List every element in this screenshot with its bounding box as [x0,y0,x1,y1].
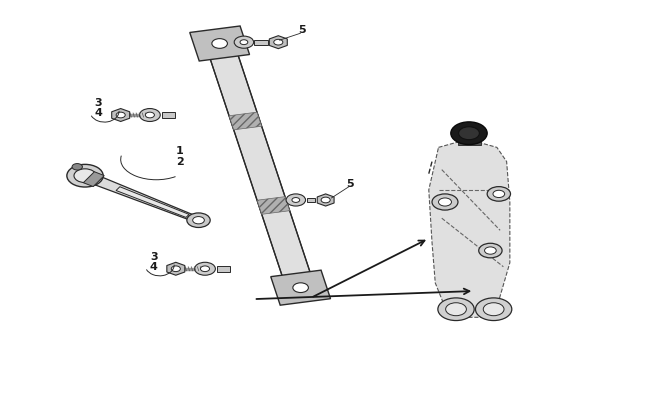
Circle shape [493,191,504,198]
Circle shape [116,113,125,119]
Text: 5: 5 [346,178,354,188]
Circle shape [292,198,300,203]
Polygon shape [429,140,510,318]
Circle shape [487,187,510,202]
Polygon shape [95,178,201,223]
Text: 3: 3 [95,98,102,108]
Polygon shape [271,271,330,305]
Polygon shape [112,109,129,122]
Polygon shape [207,47,313,285]
Polygon shape [257,197,290,215]
Text: 1: 1 [176,146,183,156]
Polygon shape [254,40,268,45]
Text: 4: 4 [150,261,158,271]
Circle shape [67,165,103,188]
Polygon shape [116,187,189,218]
Circle shape [446,303,467,316]
Polygon shape [162,113,174,119]
Circle shape [476,298,512,321]
Text: 5: 5 [298,25,305,35]
Circle shape [74,169,96,183]
Circle shape [234,37,254,49]
Polygon shape [269,36,287,49]
Polygon shape [458,135,480,146]
Polygon shape [229,113,262,130]
Circle shape [438,298,474,321]
Circle shape [172,266,180,272]
Circle shape [286,194,306,207]
Polygon shape [83,172,104,187]
Polygon shape [307,198,315,203]
Circle shape [140,109,161,122]
Circle shape [451,123,487,145]
Circle shape [478,244,502,258]
Circle shape [459,128,479,141]
Circle shape [432,194,458,211]
Circle shape [146,113,155,119]
Text: 3: 3 [150,251,157,261]
Polygon shape [216,266,229,272]
Circle shape [194,262,215,275]
Circle shape [321,198,330,203]
Polygon shape [317,194,334,207]
Circle shape [200,266,209,272]
Circle shape [187,213,210,228]
Circle shape [293,283,308,293]
Circle shape [240,40,248,45]
Circle shape [274,40,283,46]
Circle shape [212,40,227,49]
Circle shape [192,217,204,224]
Text: 2: 2 [176,156,183,166]
Circle shape [72,164,83,171]
Text: 4: 4 [95,108,103,118]
Circle shape [483,303,504,316]
Circle shape [439,198,452,207]
Polygon shape [167,262,185,275]
Circle shape [484,247,496,255]
Polygon shape [190,27,250,62]
